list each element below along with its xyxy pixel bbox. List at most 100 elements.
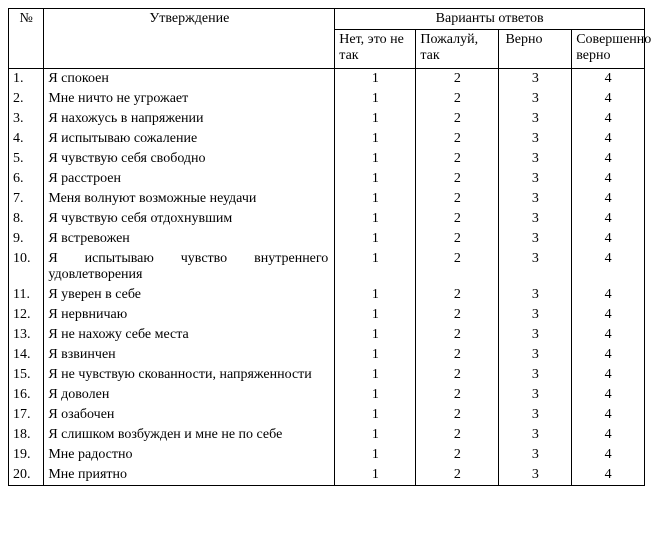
row-answer-2: 2 (416, 69, 499, 90)
row-answer-2: 2 (416, 249, 499, 285)
row-answer-3: 3 (499, 405, 572, 425)
row-answer-3: 3 (499, 305, 572, 325)
row-answer-4: 4 (572, 305, 645, 325)
row-answer-2: 2 (416, 129, 499, 149)
table-row: 11.Я уверен в себе1234 (9, 285, 645, 305)
row-answer-3: 3 (499, 445, 572, 465)
row-answer-3: 3 (499, 189, 572, 209)
row-answer-4: 4 (572, 405, 645, 425)
table-row: 13.Я не нахожу себе места1234 (9, 325, 645, 345)
table-row: 18.Я слишком возбужден и мне не по себе1… (9, 425, 645, 445)
row-answer-1: 1 (335, 425, 416, 445)
header-num: № (9, 9, 44, 69)
row-answer-2: 2 (416, 445, 499, 465)
row-number: 9. (9, 229, 44, 249)
row-answer-3: 3 (499, 169, 572, 189)
row-number: 1. (9, 69, 44, 90)
row-answer-1: 1 (335, 109, 416, 129)
row-statement: Мне приятно (44, 465, 335, 486)
row-answer-3: 3 (499, 345, 572, 365)
row-answer-3: 3 (499, 285, 572, 305)
row-answer-2: 2 (416, 209, 499, 229)
row-number: 7. (9, 189, 44, 209)
row-statement: Я испытываю чувство внутреннего удовлетв… (44, 249, 335, 285)
row-answer-2: 2 (416, 385, 499, 405)
row-answer-2: 2 (416, 169, 499, 189)
row-answer-1: 1 (335, 465, 416, 486)
row-answer-4: 4 (572, 69, 645, 90)
table-row: 15.Я не чувствую скованности, напряженно… (9, 365, 645, 385)
row-answer-4: 4 (572, 285, 645, 305)
row-answer-2: 2 (416, 325, 499, 345)
row-answer-1: 1 (335, 305, 416, 325)
header-a2: Пожалуй, так (416, 30, 499, 69)
row-statement: Я слишком возбужден и мне не по себе (44, 425, 335, 445)
row-answer-2: 2 (416, 229, 499, 249)
row-answer-4: 4 (572, 109, 645, 129)
row-answer-1: 1 (335, 365, 416, 385)
row-answer-1: 1 (335, 189, 416, 209)
row-answer-4: 4 (572, 365, 645, 385)
row-answer-1: 1 (335, 89, 416, 109)
row-answer-2: 2 (416, 285, 499, 305)
questionnaire-table: № Утверждение Варианты ответов Нет, это … (8, 8, 645, 486)
row-answer-3: 3 (499, 109, 572, 129)
header-a4: Совершенно верно (572, 30, 645, 69)
row-answer-1: 1 (335, 249, 416, 285)
row-statement: Я чувствую себя свободно (44, 149, 335, 169)
row-answer-1: 1 (335, 285, 416, 305)
row-number: 17. (9, 405, 44, 425)
header-statement: Утверждение (44, 9, 335, 69)
row-answer-2: 2 (416, 89, 499, 109)
row-answer-4: 4 (572, 129, 645, 149)
row-statement: Я озабочен (44, 405, 335, 425)
row-number: 12. (9, 305, 44, 325)
row-number: 11. (9, 285, 44, 305)
row-answer-1: 1 (335, 445, 416, 465)
row-answer-4: 4 (572, 385, 645, 405)
row-answer-1: 1 (335, 129, 416, 149)
row-answer-3: 3 (499, 149, 572, 169)
row-answer-3: 3 (499, 365, 572, 385)
row-number: 3. (9, 109, 44, 129)
row-answer-4: 4 (572, 425, 645, 445)
row-number: 14. (9, 345, 44, 365)
table-row: 14.Я взвинчен1234 (9, 345, 645, 365)
row-answer-4: 4 (572, 345, 645, 365)
row-number: 15. (9, 365, 44, 385)
row-number: 8. (9, 209, 44, 229)
row-statement: Мне ничто не угрожает (44, 89, 335, 109)
row-answer-3: 3 (499, 209, 572, 229)
row-number: 19. (9, 445, 44, 465)
row-answer-3: 3 (499, 385, 572, 405)
row-number: 5. (9, 149, 44, 169)
row-number: 2. (9, 89, 44, 109)
row-answer-4: 4 (572, 189, 645, 209)
row-answer-3: 3 (499, 325, 572, 345)
row-number: 13. (9, 325, 44, 345)
row-statement: Я нервничаю (44, 305, 335, 325)
row-answer-2: 2 (416, 405, 499, 425)
row-statement: Я встревожен (44, 229, 335, 249)
row-answer-2: 2 (416, 465, 499, 486)
row-answer-1: 1 (335, 169, 416, 189)
row-answer-3: 3 (499, 229, 572, 249)
row-number: 10. (9, 249, 44, 285)
row-statement: Мне радостно (44, 445, 335, 465)
table-row: 1.Я спокоен1234 (9, 69, 645, 90)
row-statement: Я чувствую себя отдохнувшим (44, 209, 335, 229)
row-statement: Я уверен в себе (44, 285, 335, 305)
table-row: 17.Я озабочен1234 (9, 405, 645, 425)
row-statement: Я взвинчен (44, 345, 335, 365)
row-answer-4: 4 (572, 89, 645, 109)
row-answer-3: 3 (499, 129, 572, 149)
row-answer-1: 1 (335, 209, 416, 229)
row-answer-4: 4 (572, 209, 645, 229)
row-answer-1: 1 (335, 69, 416, 90)
table-row: 20.Мне приятно1234 (9, 465, 645, 486)
row-answer-1: 1 (335, 405, 416, 425)
table-row: 16.Я доволен1234 (9, 385, 645, 405)
row-answer-4: 4 (572, 149, 645, 169)
table-row: 7.Меня волнуют возможные неудачи1234 (9, 189, 645, 209)
row-answer-4: 4 (572, 229, 645, 249)
